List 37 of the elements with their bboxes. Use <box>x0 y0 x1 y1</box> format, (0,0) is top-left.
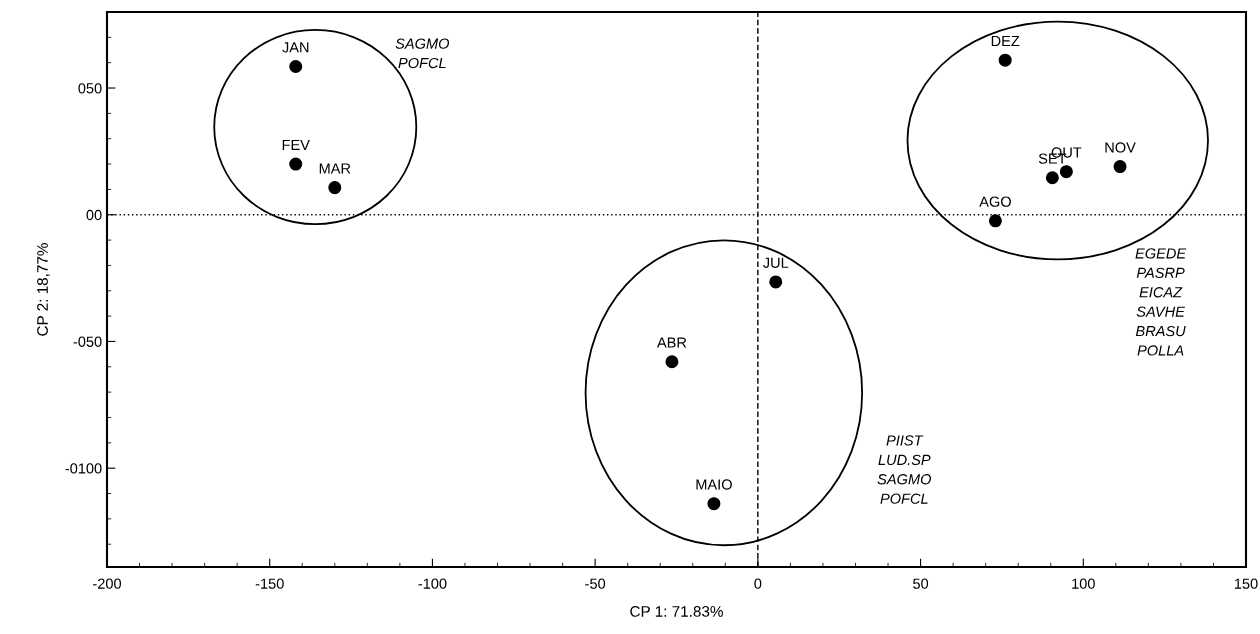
annotation: EGEDE PASRP EICAZ SAVHE BRASU POLLA <box>1135 248 1187 356</box>
annotation: DEZ <box>991 35 1020 47</box>
annotation: SAGMO POFCL <box>395 38 450 69</box>
point <box>328 181 342 195</box>
x-tick-label: -100 <box>418 578 447 589</box>
point <box>1045 171 1059 185</box>
annotation: MAIO <box>696 479 732 490</box>
point <box>998 53 1012 67</box>
x-axis-title: CP 1: 71.83% <box>630 606 723 617</box>
y-tick-label: 050 <box>78 83 102 94</box>
x-tick-label: -200 <box>93 578 122 589</box>
point <box>707 497 721 511</box>
y-tick-label: -050 <box>73 336 102 347</box>
x-tick-label: -150 <box>255 578 284 589</box>
point <box>665 355 679 369</box>
annotation: JAN <box>282 42 309 53</box>
annotation: JUL <box>763 257 789 268</box>
annotation: FEV <box>282 139 310 150</box>
y-tick-label: 00 <box>86 209 102 221</box>
annotation: AGO <box>979 196 1011 207</box>
point <box>988 214 1002 228</box>
x-tick-label: 50 <box>913 578 929 589</box>
x-tick-label: 100 <box>1072 578 1095 589</box>
x-tick-label: -50 <box>585 578 606 589</box>
point <box>289 59 303 73</box>
annotation: MAR <box>319 163 351 174</box>
point <box>289 157 303 171</box>
point <box>769 275 783 289</box>
annotation: ABR <box>656 337 687 348</box>
x-tick-label: 0 <box>754 578 762 589</box>
y-tick-label: -0100 <box>65 463 102 474</box>
y-axis-title: CP 2: 18,77% <box>37 243 50 336</box>
point <box>1113 160 1127 174</box>
point <box>1059 165 1073 179</box>
annotation: PIIST LUD.SP SAGMO POFCL <box>877 435 932 504</box>
x-tick-label: 150 <box>1234 578 1258 589</box>
annotation: NOV <box>1105 142 1136 153</box>
